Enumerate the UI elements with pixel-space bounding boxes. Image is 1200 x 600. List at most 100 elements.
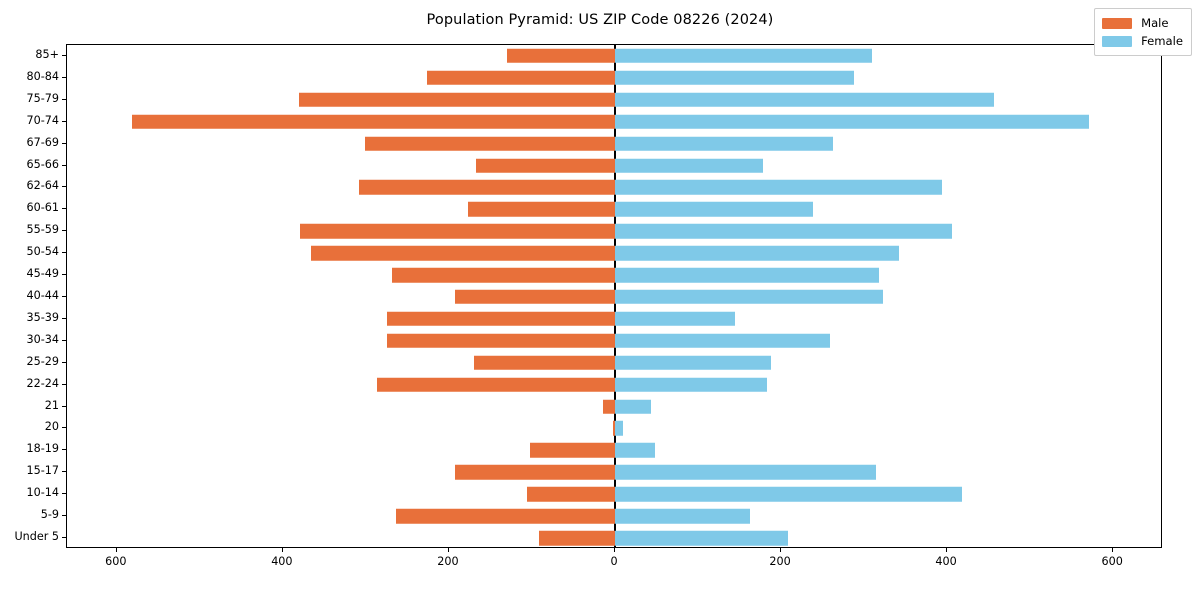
bar-female <box>615 311 736 327</box>
bar-male <box>359 180 615 195</box>
y-tick-label: 25-29 <box>26 354 59 368</box>
y-tick-mark <box>62 208 66 210</box>
x-tick-label: 400 <box>935 555 957 568</box>
x-tick-label: 600 <box>105 555 127 568</box>
y-tick-mark <box>62 427 66 429</box>
pyramid-row <box>67 198 1161 220</box>
legend-entry[interactable]: Male <box>1102 14 1183 32</box>
bar-male <box>526 486 615 502</box>
bar-male <box>507 48 615 64</box>
y-tick-mark <box>62 76 66 78</box>
bar-male <box>311 245 615 261</box>
bar-female <box>615 224 953 239</box>
bar-female <box>615 443 655 458</box>
y-tick-mark <box>62 98 66 100</box>
bar-female <box>615 48 873 64</box>
x-tick-mark <box>447 548 449 552</box>
bar-male <box>365 136 615 151</box>
y-tick-label: 55-59 <box>26 223 59 237</box>
pyramid-row <box>67 176 1161 198</box>
legend-label: Male <box>1141 16 1169 30</box>
y-tick-mark <box>62 449 66 451</box>
legend-swatch-male <box>1102 17 1133 29</box>
bar-female <box>615 421 624 436</box>
x-tick-label: 0 <box>610 555 618 568</box>
bar-male <box>386 311 615 327</box>
chart-title: Population Pyramid: US ZIP Code 08226 (2… <box>426 12 774 28</box>
y-tick-label: 85+ <box>35 47 59 61</box>
y-tick-mark <box>62 405 66 407</box>
y-tick-label: 62-64 <box>26 179 59 193</box>
y-tick-label: 20 <box>44 420 59 434</box>
y-tick-label: 67-69 <box>26 135 59 149</box>
y-tick-mark <box>62 317 66 319</box>
pyramid-row <box>67 220 1161 242</box>
y-tick-label: 21 <box>44 398 59 412</box>
y-tick-label: 10-14 <box>26 486 59 500</box>
y-tick-mark <box>62 339 66 341</box>
bar-female <box>615 245 899 261</box>
y-tick-mark <box>62 296 66 297</box>
bar-male <box>473 355 615 370</box>
bar-male <box>602 399 615 414</box>
bar-female <box>615 202 813 217</box>
pyramid-row <box>67 396 1161 418</box>
bar-female <box>615 70 855 86</box>
legend-entry[interactable]: Female <box>1102 32 1183 50</box>
pyramid-row <box>67 242 1161 264</box>
pyramid-row <box>67 67 1161 89</box>
x-tick-mark <box>946 548 948 552</box>
y-tick-label: 45-49 <box>26 267 59 281</box>
bar-male <box>376 377 615 392</box>
bar-female <box>615 530 788 546</box>
bar-female <box>615 114 1090 129</box>
pyramid-row <box>67 505 1161 527</box>
pyramid-row <box>67 527 1161 547</box>
y-tick-label: 35-39 <box>26 310 59 324</box>
x-tick-mark <box>780 548 782 552</box>
y-tick-mark <box>62 361 66 363</box>
pyramid-row <box>67 461 1161 483</box>
pyramid-row <box>67 439 1161 461</box>
y-tick-mark <box>62 186 66 188</box>
chart-legend: Male Female <box>1094 8 1192 56</box>
pyramid-row <box>67 418 1161 440</box>
x-tick-label: 400 <box>271 555 293 568</box>
bar-female <box>615 508 750 524</box>
y-tick-label: 5-9 <box>40 508 59 522</box>
legend-label: Female <box>1141 34 1183 48</box>
pyramid-row <box>67 483 1161 505</box>
bar-female <box>615 180 943 195</box>
bar-female <box>615 399 651 414</box>
bar-male <box>427 70 615 86</box>
bar-male <box>454 465 615 480</box>
bar-male <box>454 289 615 305</box>
y-tick-mark <box>62 120 66 122</box>
y-tick-label: 70-74 <box>26 113 59 127</box>
y-tick-mark <box>62 142 66 144</box>
bar-male <box>613 421 615 436</box>
y-tick-label: Under 5 <box>14 530 59 544</box>
bar-female <box>615 333 831 349</box>
bar-female <box>615 267 880 283</box>
y-tick-label: 15-17 <box>26 464 59 478</box>
bar-female <box>615 92 995 108</box>
y-tick-mark <box>62 54 66 56</box>
bar-female <box>615 377 767 392</box>
pyramid-row <box>67 264 1161 286</box>
y-tick-mark <box>62 471 66 473</box>
bar-male <box>387 333 615 349</box>
y-tick-label: 18-19 <box>26 442 59 456</box>
y-tick-label: 60-61 <box>26 201 59 215</box>
y-tick-label: 22-24 <box>26 376 59 390</box>
bar-female <box>615 355 772 370</box>
y-tick-mark <box>62 252 66 254</box>
pyramid-row <box>67 89 1161 111</box>
y-tick-mark <box>62 274 66 276</box>
pyramid-row <box>67 374 1161 396</box>
y-tick-label: 50-54 <box>26 245 59 259</box>
y-tick-mark <box>62 230 66 232</box>
x-tick-label: 600 <box>1101 555 1123 568</box>
legend-swatch-female <box>1102 35 1133 47</box>
